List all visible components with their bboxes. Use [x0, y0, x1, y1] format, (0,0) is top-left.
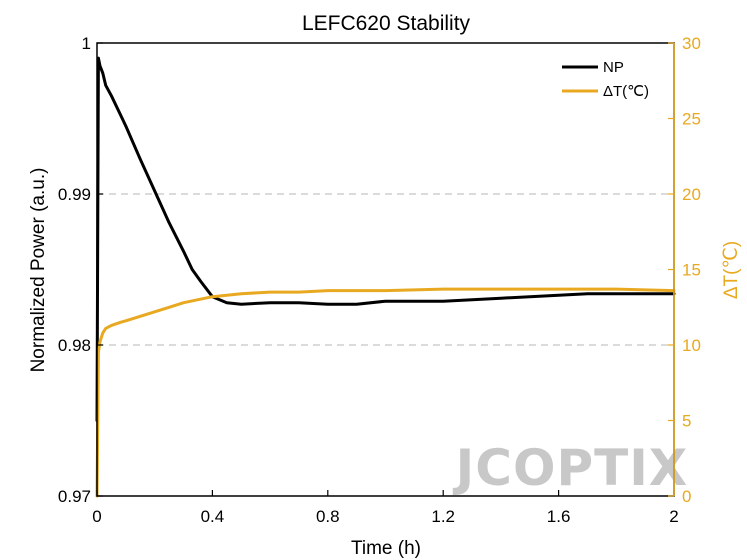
- x-tick-label: 2: [669, 507, 678, 526]
- chart-title: LEFC620 Stability: [302, 12, 471, 35]
- y-left-tick-label: 0.97: [58, 487, 91, 506]
- legend-label-dt: ΔT(℃): [603, 83, 649, 100]
- y-right-tick-label: 10: [682, 336, 701, 355]
- y-axis-right-label: ΔT(℃): [721, 241, 742, 299]
- legend: NP ΔT(℃): [562, 59, 649, 100]
- grid-lines: [97, 193, 674, 346]
- y-right-tick-label: 15: [682, 261, 701, 280]
- x-axis-label: Time (h): [351, 538, 421, 559]
- y-left-tick-label: 1: [82, 34, 91, 53]
- x-tick-label: 0.8: [316, 507, 340, 526]
- y-right-tick-label: 5: [682, 412, 691, 431]
- x-tick-label: 0: [92, 507, 101, 526]
- series-line-np: [95, 56, 676, 422]
- y-axis-left: 0.97 0.98 0.99 1: [58, 34, 103, 506]
- y-right-tick-label: 20: [682, 185, 701, 204]
- x-axis: 0 0.4 0.8 1.2 1.6 2: [92, 490, 679, 526]
- plot-area-frame: [96, 42, 675, 497]
- series-line-delta-t: [95, 287, 676, 498]
- y-right-tick-label: 0: [682, 487, 691, 506]
- y-right-tick-label: 25: [682, 110, 701, 129]
- x-tick-label: 1.2: [431, 507, 455, 526]
- watermark: JCOPTIX: [453, 439, 689, 497]
- x-tick-label: 0.4: [201, 507, 225, 526]
- y-right-tick-label: 30: [682, 34, 701, 53]
- y-left-tick-label: 0.99: [58, 185, 91, 204]
- y-axis-left-label: Normalized Power (a.u.): [28, 168, 49, 373]
- x-tick-label: 1.6: [547, 507, 571, 526]
- legend-label-np: NP: [603, 59, 624, 76]
- series-lines: [95, 56, 676, 498]
- y-left-tick-label: 0.98: [58, 336, 91, 355]
- y-axis-right: 0 5 10 15 20 25 30: [668, 34, 701, 506]
